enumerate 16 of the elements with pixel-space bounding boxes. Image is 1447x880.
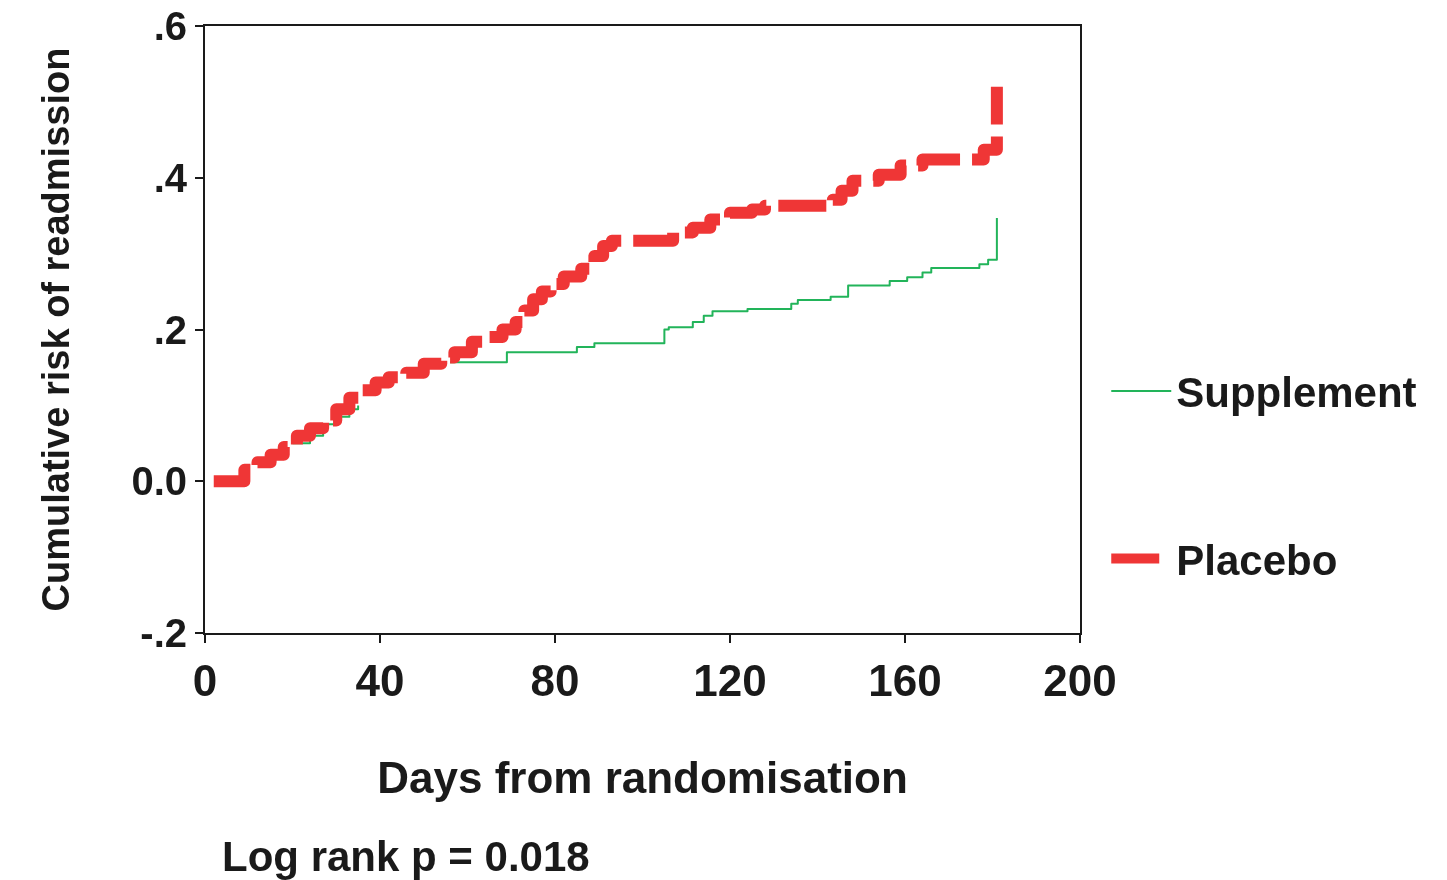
x-tick-label: 120 xyxy=(693,655,767,705)
y-axis-title: Cumulative risk of readmission xyxy=(35,47,78,612)
x-tick-label: 0 xyxy=(192,655,218,705)
y-tick-label: .2 xyxy=(153,307,187,352)
x-tick-label: 80 xyxy=(530,655,580,705)
y-tick-label: 0.0 xyxy=(131,459,187,504)
x-tick-label: 160 xyxy=(868,655,942,705)
x-tick-label: 200 xyxy=(1043,655,1117,705)
x-tick-label: 40 xyxy=(355,655,405,705)
legend-label: Placebo xyxy=(1176,536,1338,584)
y-tick-label: .4 xyxy=(153,155,188,200)
legend-label: Supplement xyxy=(1176,369,1417,417)
text: Log rank p = 0.018 xyxy=(222,833,590,880)
x-axis-title: Days from randomisation xyxy=(377,752,908,802)
y-tick-label: -.2 xyxy=(140,611,187,655)
y-tick-label: .6 xyxy=(153,4,187,48)
